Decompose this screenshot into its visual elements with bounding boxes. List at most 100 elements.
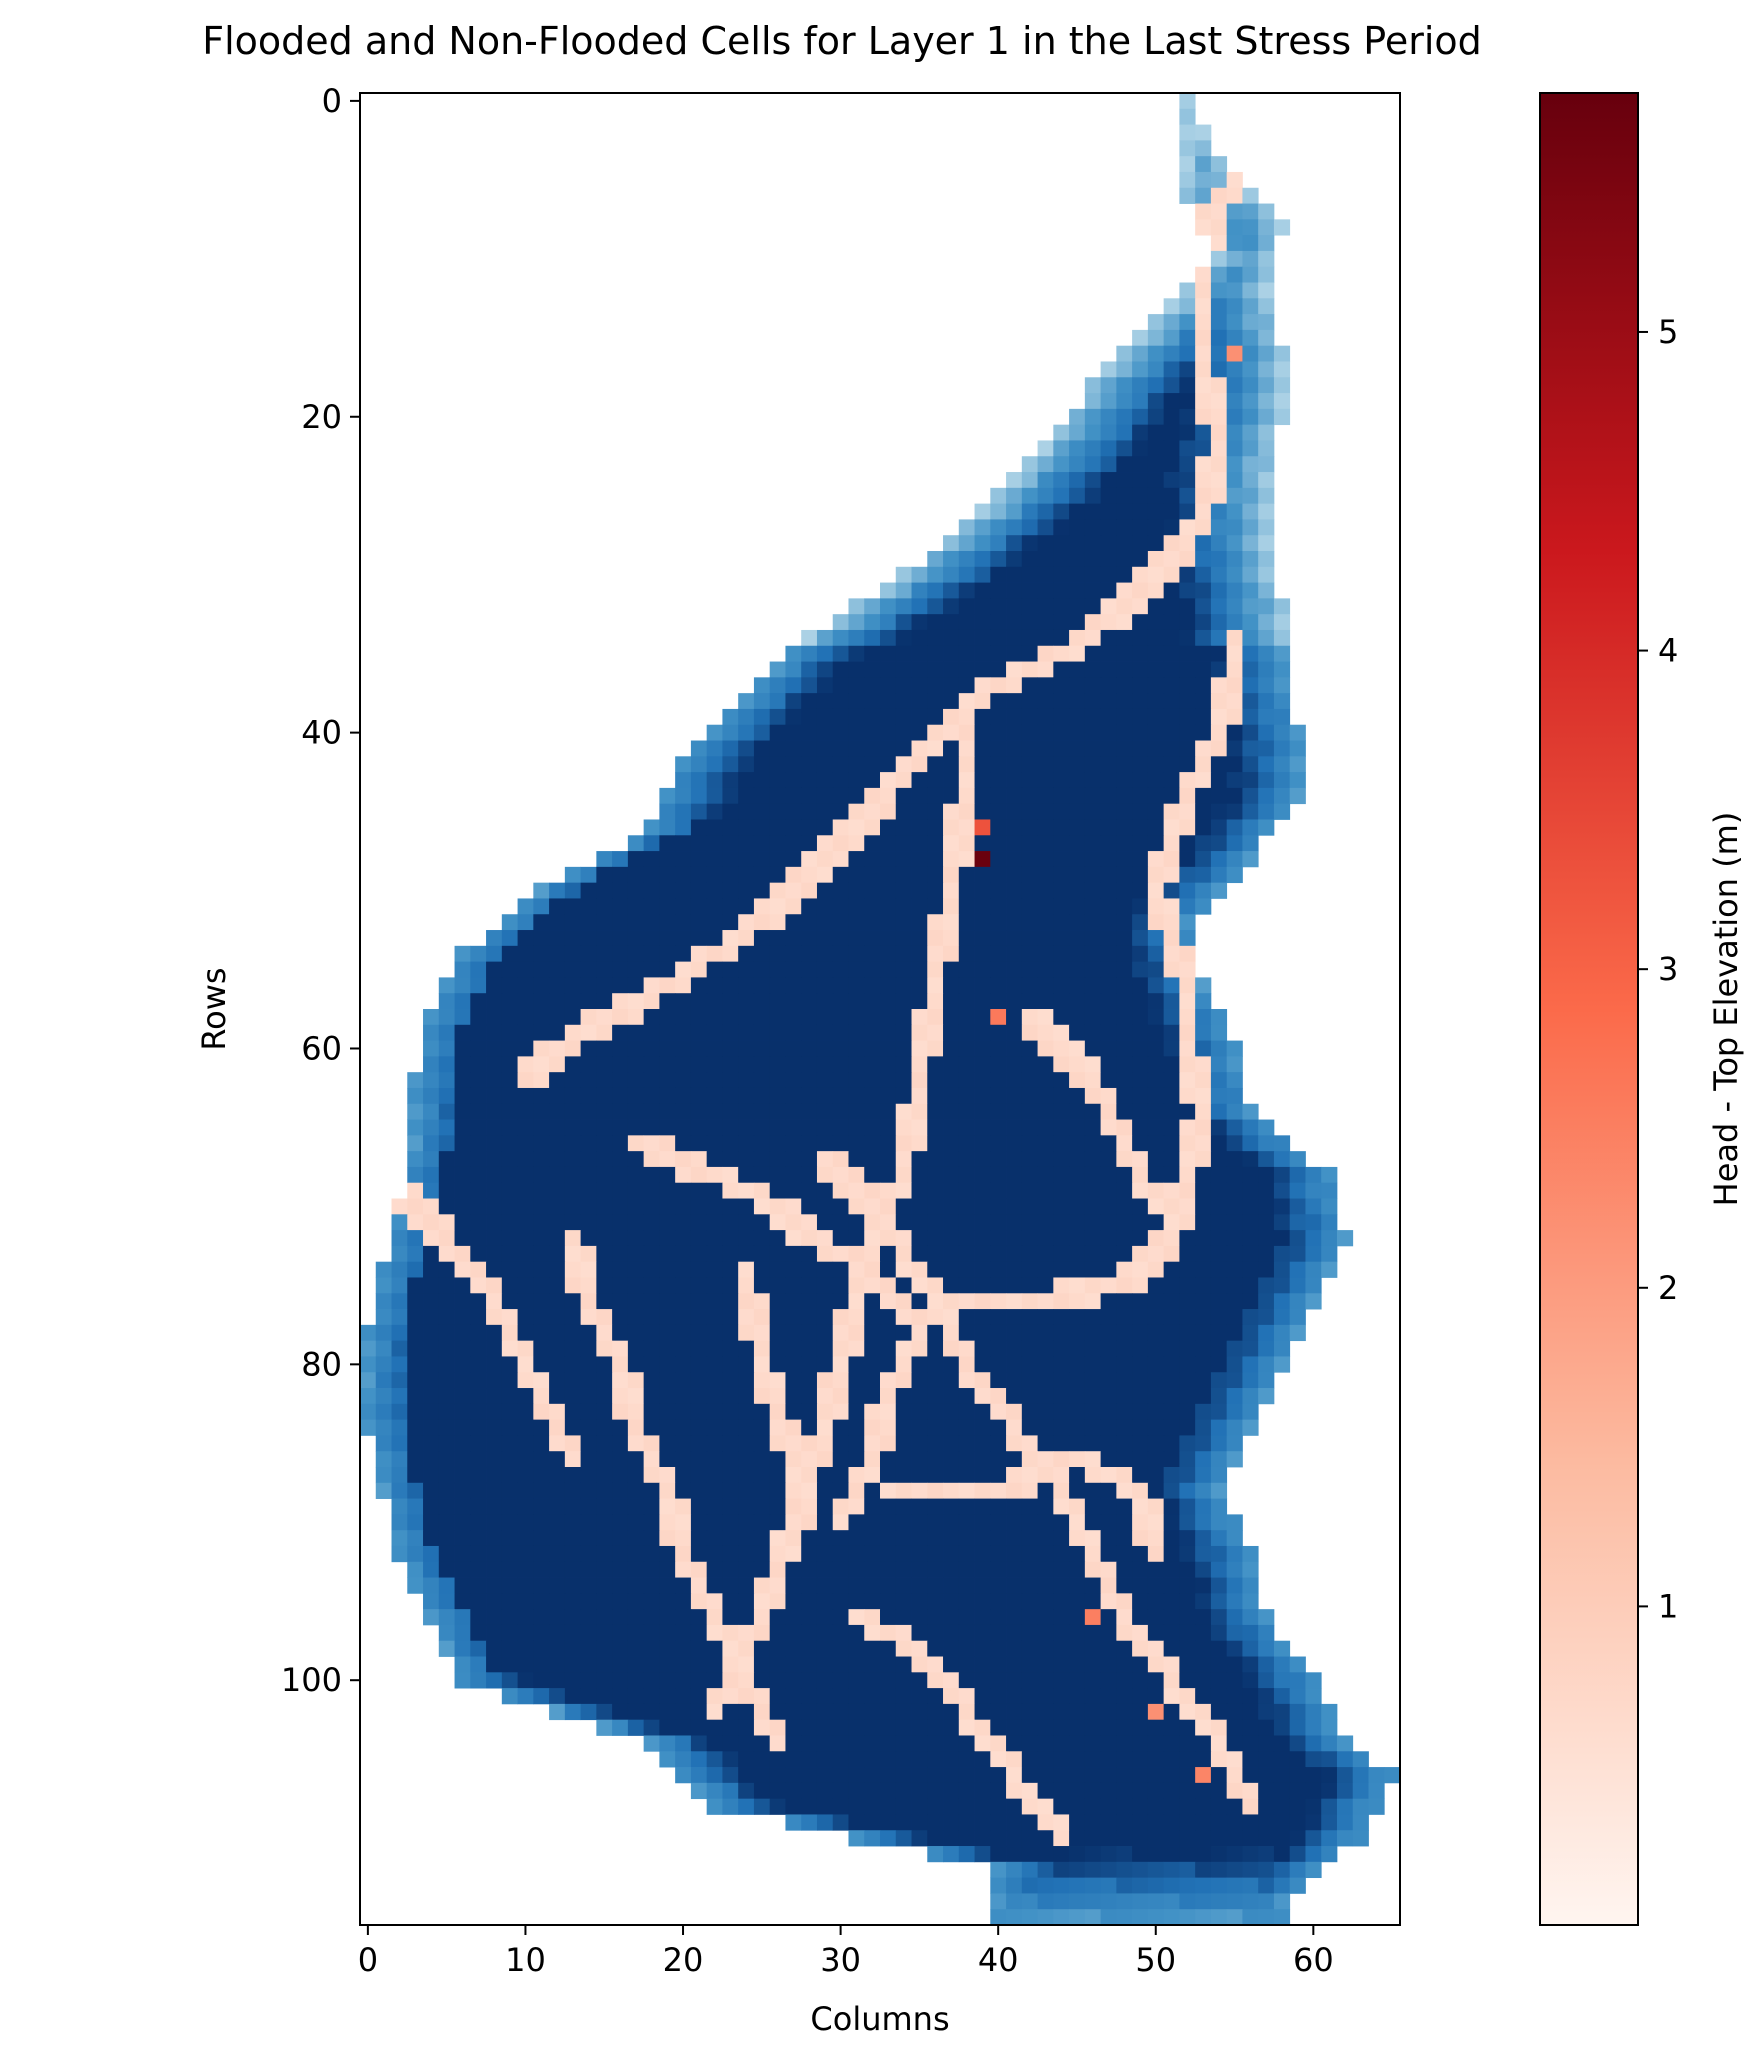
heatmap-cell: [769, 1467, 786, 1484]
heatmap-cell: [1100, 1230, 1117, 1247]
heatmap-cell: [1132, 329, 1149, 347]
heatmap-cell: [1021, 1751, 1038, 1768]
heatmap-cell: [722, 1182, 739, 1199]
heatmap-cell: [1163, 1214, 1180, 1231]
heatmap-cell: [1273, 708, 1291, 726]
heatmap-cell: [549, 1482, 566, 1499]
heatmap-cell: [864, 724, 881, 741]
heatmap-cell: [564, 1498, 582, 1515]
heatmap-cell: [627, 1672, 645, 1689]
heatmap-cell: [423, 1467, 440, 1484]
heatmap-cell: [1195, 377, 1212, 394]
heatmap-cell: [832, 1198, 849, 1215]
heatmap-cell: [895, 1624, 912, 1642]
heatmap-cell: [738, 993, 755, 1010]
heatmap-cell: [501, 1214, 518, 1231]
heatmap-cell: [423, 1498, 440, 1515]
heatmap-cell: [722, 740, 739, 757]
heatmap-cell: [753, 914, 771, 931]
colorbar-tick-label: 1: [1658, 1587, 1678, 1625]
heatmap-cell: [1226, 298, 1243, 315]
heatmap-cell: [1116, 1151, 1133, 1168]
heatmap-cell: [958, 566, 975, 583]
heatmap-cell: [895, 614, 912, 631]
heatmap-cell: [1226, 456, 1243, 473]
heatmap-cell: [1132, 1072, 1149, 1089]
heatmap-cell: [564, 1688, 582, 1705]
heatmap-cell: [1100, 1293, 1117, 1310]
heatmap-cell: [1147, 614, 1165, 631]
heatmap-cell: [1069, 519, 1086, 536]
heatmap-cell: [627, 1182, 645, 1199]
heatmap-cell: [1147, 1530, 1165, 1547]
heatmap-cell: [816, 1719, 834, 1736]
heatmap-cell: [1210, 250, 1228, 268]
heatmap-cell: [753, 1087, 771, 1105]
heatmap-cell: [706, 1530, 723, 1547]
heatmap-cell: [1100, 1040, 1117, 1057]
heatmap-cell: [1069, 1877, 1086, 1894]
heatmap-cell: [690, 1151, 708, 1168]
heatmap-cell: [816, 1230, 834, 1247]
heatmap-cell: [958, 1577, 975, 1594]
heatmap-cell: [1179, 519, 1196, 536]
heatmap-cell: [753, 1719, 771, 1736]
heatmap-cell: [1053, 835, 1070, 852]
heatmap-cell: [753, 1230, 771, 1247]
heatmap-cell: [407, 1388, 424, 1405]
heatmap-cell: [1132, 1214, 1149, 1231]
heatmap-cell: [1100, 487, 1117, 505]
heatmap-cell: [1132, 1372, 1149, 1389]
heatmap-cell: [1069, 1624, 1086, 1642]
heatmap-cell: [596, 1577, 613, 1594]
heatmap-cell: [738, 1419, 755, 1436]
heatmap-cell: [690, 1419, 708, 1436]
heatmap-cell: [675, 1182, 692, 1199]
heatmap-cell: [785, 1040, 802, 1057]
heatmap-cell: [643, 1024, 660, 1041]
heatmap-cell: [1258, 661, 1275, 678]
heatmap-cell: [848, 1561, 865, 1578]
heatmap-cell: [927, 1688, 944, 1705]
colorbar-tick-label: 3: [1658, 950, 1678, 988]
heatmap-cell: [1147, 535, 1165, 552]
heatmap-cell: [517, 1009, 534, 1026]
heatmap-cell: [501, 1072, 518, 1089]
heatmap-cell: [1195, 851, 1212, 868]
heatmap-cell: [722, 1214, 739, 1231]
heatmap-cell: [927, 866, 944, 884]
heatmap-cell: [1100, 614, 1117, 631]
heatmap-cell: [1163, 787, 1180, 805]
heatmap-cell: [612, 1261, 629, 1278]
heatmap-cell: [1195, 1467, 1212, 1484]
heatmap-cell: [1179, 1245, 1196, 1263]
heatmap-cell: [1179, 1577, 1196, 1594]
heatmap-cell: [722, 1277, 739, 1294]
heatmap-cell: [1006, 1009, 1023, 1026]
heatmap-cell: [360, 1340, 377, 1357]
heatmap-cell: [706, 1609, 723, 1626]
heatmap-cell: [943, 756, 960, 773]
heatmap-cell: [659, 1435, 676, 1452]
heatmap-cell: [1210, 708, 1228, 726]
heatmap-cell: [1021, 930, 1038, 947]
heatmap-cell: [990, 819, 1007, 836]
heatmap-cell: [880, 756, 897, 773]
heatmap-cell: [738, 1688, 755, 1705]
heatmap-cell: [690, 1166, 708, 1184]
heatmap-cell: [753, 1324, 771, 1342]
heatmap-cell: [501, 1356, 518, 1373]
heatmap-cell: [1037, 1846, 1054, 1863]
heatmap-cell: [549, 1577, 566, 1594]
heatmap-cell: [990, 724, 1007, 741]
heatmap-cell: [1069, 1830, 1086, 1847]
heatmap-cell: [990, 1451, 1007, 1468]
heatmap-cell: [1006, 1403, 1023, 1421]
heatmap-cell: [785, 1814, 802, 1831]
heatmap-cell: [1163, 1119, 1180, 1136]
heatmap-cell: [706, 1340, 723, 1357]
heatmap-cell: [517, 1482, 534, 1499]
heatmap-cell: [1084, 1324, 1102, 1342]
heatmap-cell: [1021, 598, 1038, 615]
heatmap-cell: [769, 1293, 786, 1310]
